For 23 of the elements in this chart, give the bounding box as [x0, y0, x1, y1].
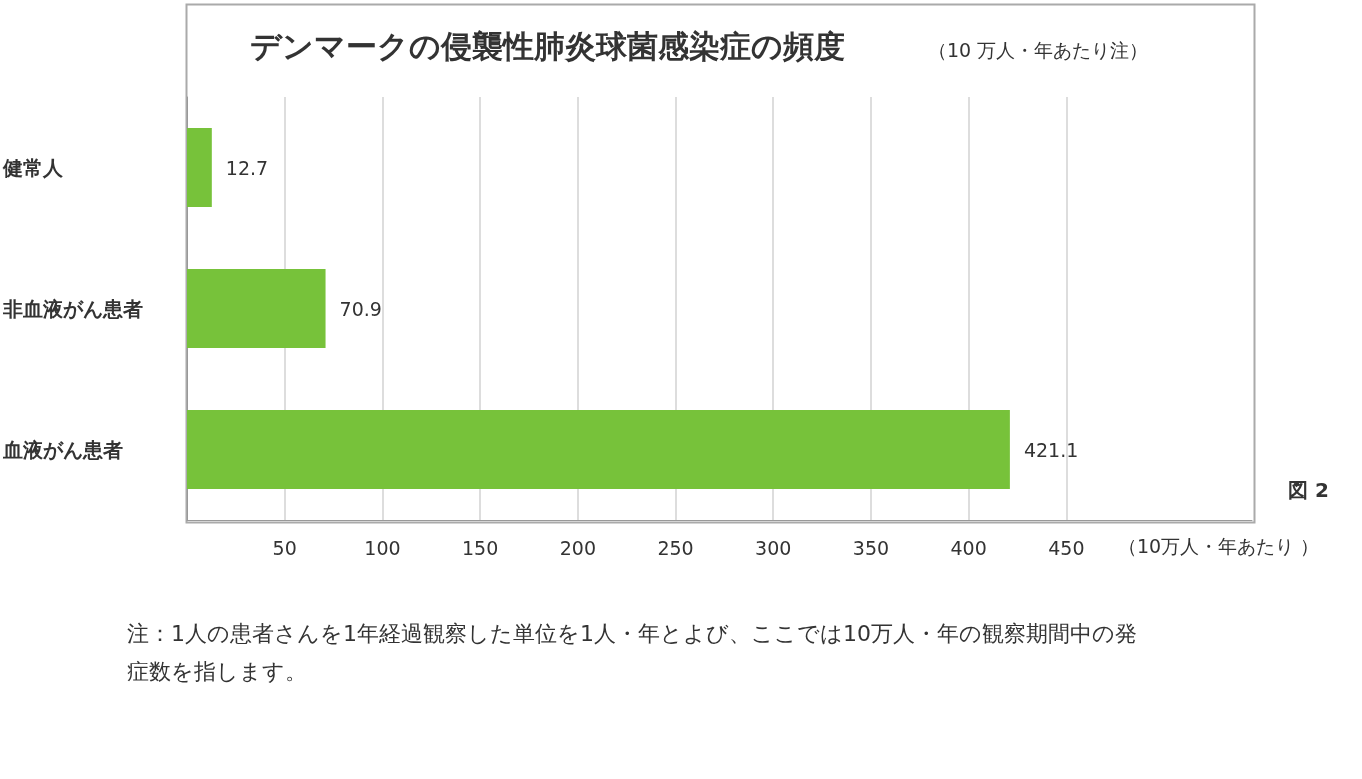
data-label: 70.9 — [339, 297, 382, 320]
x-tick-label: 100 — [364, 536, 401, 559]
data-label: 421.1 — [1023, 438, 1079, 461]
x-tick-label: 350 — [852, 536, 890, 559]
y-tick-label: 健常人 — [2, 155, 64, 180]
x-tick-label: 50 — [272, 536, 297, 559]
x-axis-title: （10万人・年あたり ） — [1118, 534, 1320, 557]
chart-subtitle: （10 万人・年あたり注） — [928, 38, 1149, 61]
chart-title: デンマークの侵襲性肺炎球菌感染症の頻度 — [250, 27, 845, 64]
caption: 図 2 — [1288, 478, 1329, 502]
x-tick-label: 300 — [755, 536, 792, 559]
x-tick-label: 200 — [559, 536, 596, 559]
bar — [187, 128, 212, 207]
x-tick-label: 250 — [657, 536, 694, 559]
x-tick-label: 150 — [461, 536, 499, 559]
data-label: 12.7 — [225, 156, 269, 179]
y-tick-label: 非血液がん患者 — [2, 296, 143, 321]
bar — [187, 410, 1010, 489]
bar — [187, 269, 326, 348]
x-tick-label: 450 — [1048, 536, 1085, 559]
y-tick-label: 血液がん患者 — [2, 437, 123, 462]
x-tick-label: 400 — [950, 536, 987, 559]
text: 注：1人の患者さんを1年経過観察した単位を1人・年とよび、ここでは10万人・年の観察期間中の発症数を指します。 — [127, 620, 1137, 684]
